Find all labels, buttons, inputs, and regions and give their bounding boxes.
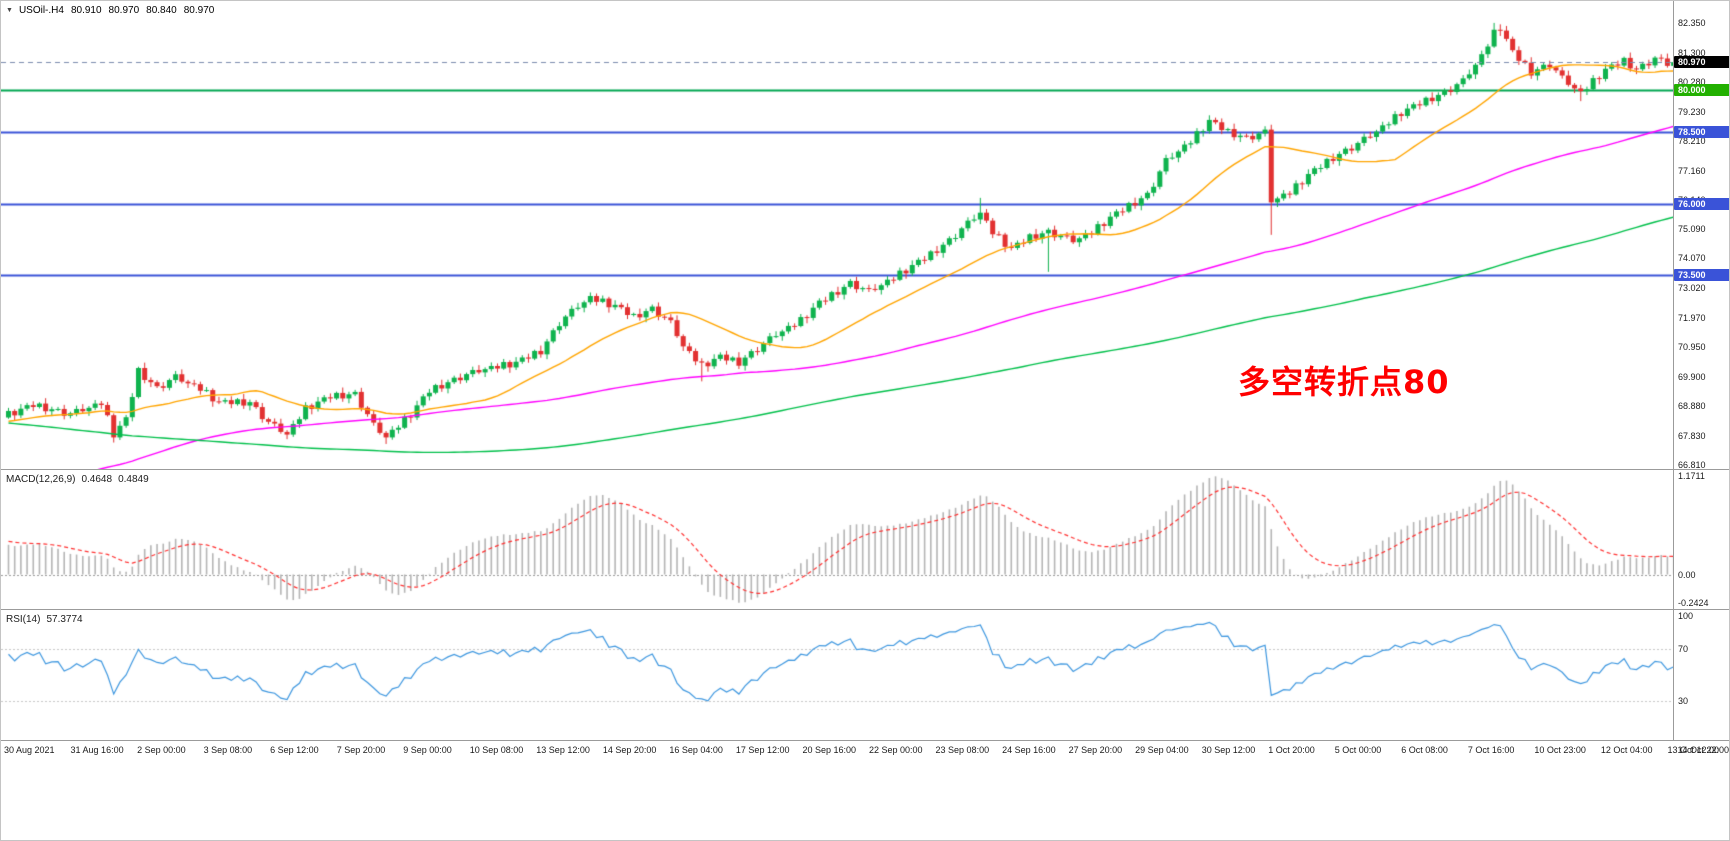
chart-annotation-text[interactable]: 多空转折点80 — [1238, 363, 1450, 401]
price-axis-label: 67.830 — [1678, 430, 1706, 441]
time-axis-label: 2 Sep 00:00 — [137, 745, 186, 755]
price-axis-label: 70.950 — [1678, 342, 1706, 353]
time-axis-label: 24 Sep 16:00 — [1002, 745, 1056, 755]
price-scale[interactable]: 82.35081.30080.28079.23078.21077.16076.1… — [1673, 1, 1729, 740]
panel-separator[interactable] — [1, 609, 1729, 610]
rsi-axis-label: 30 — [1678, 696, 1689, 706]
time-axis-label: 6 Oct 08:00 — [1401, 745, 1448, 755]
symbol-info-bar: ▼ USOil-.H4 80.910 80.970 80.840 80.970 — [6, 5, 214, 16]
price-tag: 80.970 — [1674, 56, 1729, 69]
price-tag: 76.000 — [1674, 197, 1729, 210]
ohlc-close: 80.970 — [183, 5, 215, 16]
panel-separator[interactable] — [1, 469, 1729, 470]
macd-indicator-label: MACD(12,26,9) 0.4648 0.4849 — [6, 474, 149, 485]
price-axis-label: 71.970 — [1678, 313, 1706, 324]
macd-axis-label: 1.1711 — [1678, 471, 1705, 482]
time-axis-label: 5 Oct 00:00 — [1334, 745, 1382, 755]
macd-panel-canvas[interactable] — [1, 470, 1673, 609]
rsi-name: RSI(14) — [6, 614, 41, 625]
time-axis-label: 7 Sep 20:00 — [336, 745, 386, 755]
time-axis-label: 10 Oct 23:00 — [1534, 745, 1586, 755]
time-axis-label: 22 Sep 00:00 — [869, 745, 923, 755]
price-axis-label: 77.160 — [1678, 165, 1706, 176]
price-axis-label: 73.020 — [1678, 283, 1706, 294]
time-axis-label: 7 Oct 16:00 — [1467, 745, 1515, 755]
time-axis-label: 6 Sep 12:00 — [270, 745, 319, 755]
time-axis-label: 13 Sep 12:00 — [536, 745, 590, 755]
price-axis-label: 81.300 — [1678, 47, 1706, 58]
time-axis-label: 20 Sep 16:00 — [802, 745, 857, 755]
time-axis-label: 13 Oct 12:00 — [1667, 745, 1719, 755]
time-axis-label: 10 Sep 08:00 — [469, 745, 524, 755]
rsi-axis-label: 100 — [1678, 611, 1694, 621]
axis-separator — [1, 740, 1729, 741]
time-axis-label: 31 Aug 16:00 — [70, 745, 124, 755]
ohlc-high: 80.970 — [108, 5, 140, 16]
time-axis-label: 30 Aug 2021 — [4, 745, 55, 755]
price-axis-label: 82.350 — [1678, 17, 1706, 28]
time-axis-label: 9 Sep 00:00 — [403, 745, 452, 755]
rsi-value: 57.3774 — [46, 614, 83, 625]
rsi-panel-canvas[interactable] — [1, 610, 1673, 740]
price-tag: 73.500 — [1674, 268, 1729, 281]
price-tag: 80.000 — [1674, 83, 1729, 96]
ohlc-open: 80.910 — [70, 5, 102, 16]
time-axis-label: 16 Sep 04:00 — [669, 745, 723, 755]
price-axis-label: 66.810 — [1678, 460, 1706, 471]
price-axis-label: 78.210 — [1678, 135, 1706, 146]
symbol-name: USOil-.H4 — [18, 5, 64, 16]
time-axis-label: 30 Sep 12:00 — [1201, 745, 1256, 755]
price-axis-label: 79.230 — [1678, 106, 1706, 117]
price-axis-label: 68.880 — [1678, 401, 1706, 412]
time-axis-label: 29 Sep 04:00 — [1135, 745, 1189, 755]
ohlc-low: 80.840 — [146, 5, 177, 16]
time-axis-label: 14 Oct 22:00 — [1677, 745, 1729, 755]
rsi-axis-label: 70 — [1678, 644, 1689, 654]
price-axis-label: 75.090 — [1678, 224, 1706, 235]
macd-axis-label: -0.2424 — [1678, 597, 1709, 608]
time-axis[interactable]: 30 Aug 2021 31 Aug 16:00 2 Sep 00:00 3 Sep … — [1, 741, 1729, 763]
one-click-trading-toggle-icon[interactable]: ▼ — [6, 7, 13, 14]
time-axis-label: 14 Sep 20:00 — [602, 745, 657, 755]
price-axis-label: 74.070 — [1678, 253, 1706, 264]
scale-separator — [1673, 1, 1674, 740]
time-axis-label: 1 Oct 20:00 — [1268, 745, 1315, 755]
time-axis-label: 3 Sep 08:00 — [203, 745, 253, 755]
price-axis-label: 80.280 — [1678, 76, 1706, 87]
time-axis-label: 17 Sep 12:00 — [735, 745, 790, 755]
time-axis-label: 27 Sep 20:00 — [1068, 745, 1123, 755]
rsi-indicator-label: RSI(14) 57.3774 — [6, 614, 83, 625]
macd-name: MACD(12,26,9) — [6, 474, 76, 485]
price-axis-label: 69.900 — [1678, 372, 1706, 383]
price-tag: 78.500 — [1674, 126, 1729, 139]
price-chart-canvas[interactable] — [1, 1, 1673, 469]
macd-value-signal: 0.4849 — [118, 474, 149, 485]
macd-axis-label: 0.00 — [1678, 569, 1696, 580]
time-axis-label: 23 Sep 08:00 — [935, 745, 990, 755]
time-axis-label: 12 Oct 04:00 — [1600, 745, 1653, 755]
macd-value-main: 0.4648 — [81, 474, 113, 485]
